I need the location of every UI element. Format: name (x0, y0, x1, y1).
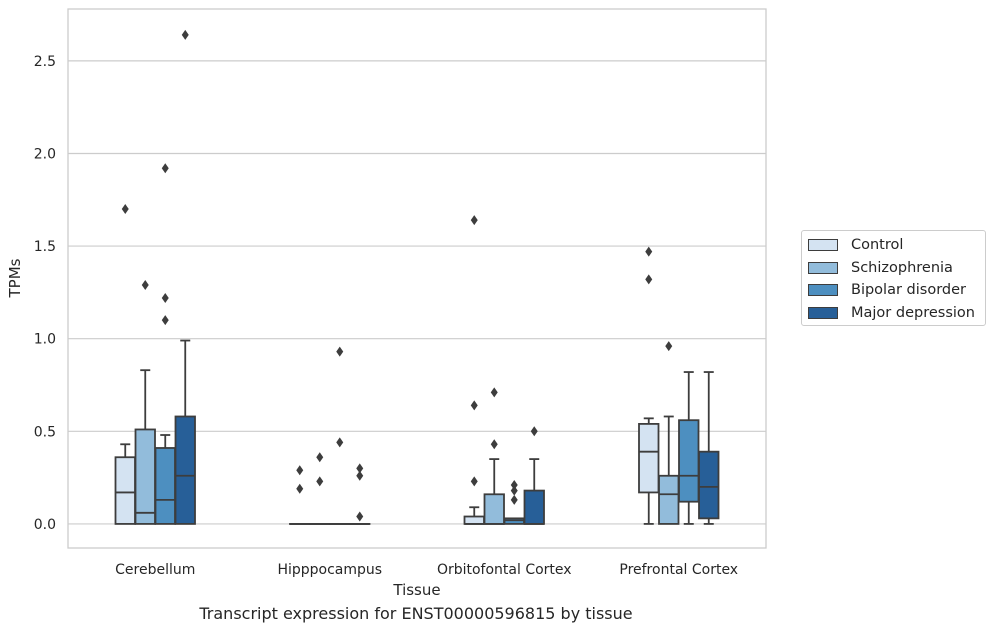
outlier-point (181, 29, 189, 40)
box-major-depression-1 (349, 463, 371, 525)
box-schizophrenia-2 (483, 387, 505, 525)
outlier-point (356, 463, 364, 474)
box-schizophrenia-0 (134, 279, 156, 525)
box-body (698, 450, 720, 520)
legend-swatch-bipolar-disorder (808, 284, 838, 297)
outlier-point (141, 279, 149, 290)
legend: Control Schizophrenia Bipolar disorder M… (801, 230, 986, 326)
box-schizophrenia-3 (658, 341, 680, 525)
box-control-0 (114, 204, 136, 525)
outlier-point (161, 163, 169, 174)
box-body (154, 447, 176, 525)
x-tick-label: Orbitofontal Cortex (437, 562, 572, 578)
box-major-depression-3 (698, 371, 720, 525)
outlier-point (161, 292, 169, 303)
x-tick-labels: Cerebellum Hipppocampus Orbitofontal Corte… (115, 562, 738, 578)
legend-label-bipolar-disorder: Bipolar disorder (851, 282, 966, 299)
outlier-point (356, 470, 364, 481)
outlier-point (316, 452, 324, 463)
x-tick-label: Cerebellum (115, 562, 195, 578)
box-body (638, 423, 660, 494)
outlier-point (510, 494, 518, 505)
box-body (174, 415, 196, 525)
box-control-3 (638, 246, 660, 525)
outlier-point (336, 437, 344, 448)
box-body (134, 428, 156, 525)
outlier-point (161, 315, 169, 326)
box-bipolar-disorder-3 (678, 371, 700, 525)
box-major-depression-0 (174, 29, 196, 525)
legend-label-control: Control (851, 237, 904, 254)
y-tick-label: 2.5 (34, 54, 56, 70)
outlier-point (470, 476, 478, 487)
box-bipolar-disorder-0 (154, 163, 176, 525)
box-major-depression-2 (523, 426, 545, 525)
outlier-point (510, 485, 518, 496)
outlier-point (490, 439, 498, 450)
y-axis-label: TPMs (6, 258, 24, 298)
outlier-point (356, 511, 364, 522)
outlier-point (490, 387, 498, 398)
legend-label-major-depression: Major depression (851, 304, 975, 321)
box-layer (114, 29, 720, 525)
y-tick-label: 2.0 (34, 146, 56, 162)
box-body (483, 493, 505, 525)
outlier-point (296, 465, 304, 476)
box-body (523, 489, 545, 525)
outlier-point (470, 215, 478, 226)
outlier-point (665, 341, 673, 352)
legend-swatch-control (808, 239, 838, 252)
legend-item-control: Control (808, 234, 985, 257)
box-bipolar-disorder-1 (329, 346, 351, 525)
y-tick-label: 0.5 (34, 424, 56, 440)
box-bipolar-disorder-2 (503, 480, 525, 525)
legend-label-schizophrenia: Schizophrenia (851, 259, 953, 276)
box-body (463, 515, 485, 525)
plot-frame (67, 8, 767, 549)
box-body (503, 517, 525, 525)
y-tick-labels: 0.0 0.5 1.0 1.5 2.0 2.5 (34, 54, 56, 533)
legend-item-bipolar-disorder: Bipolar disorder (808, 279, 985, 302)
y-tick-label: 0.0 (34, 517, 56, 533)
y-tick-label: 1.5 (34, 239, 56, 255)
legend-item-schizophrenia: Schizophrenia (808, 257, 985, 280)
box-control-1 (289, 465, 311, 525)
outlier-point (645, 274, 653, 285)
outlier-point (470, 400, 478, 411)
x-tick-label: Hipppocampus (277, 562, 382, 578)
outlier-point (645, 246, 653, 257)
box-body (658, 474, 680, 525)
outlier-point (296, 483, 304, 494)
box-body (114, 456, 136, 525)
legend-swatch-major-depression (808, 306, 838, 319)
y-tick-label: 1.0 (34, 332, 56, 348)
x-tick-label: Prefrontal Cortex (619, 562, 738, 578)
box-body (678, 419, 700, 503)
outlier-point (336, 346, 344, 357)
box-control-2 (463, 215, 485, 525)
outlier-point (316, 476, 324, 487)
figure-caption: Transcript expression for ENST0000059681… (199, 604, 633, 623)
x-axis-label: Tissue (392, 581, 440, 599)
legend-swatch-schizophrenia (808, 261, 838, 274)
box-schizophrenia-1 (309, 452, 331, 525)
outlier-point (121, 204, 129, 215)
outlier-point (510, 480, 518, 491)
legend-item-major-depression: Major depression (808, 302, 985, 325)
outlier-point (530, 426, 538, 437)
